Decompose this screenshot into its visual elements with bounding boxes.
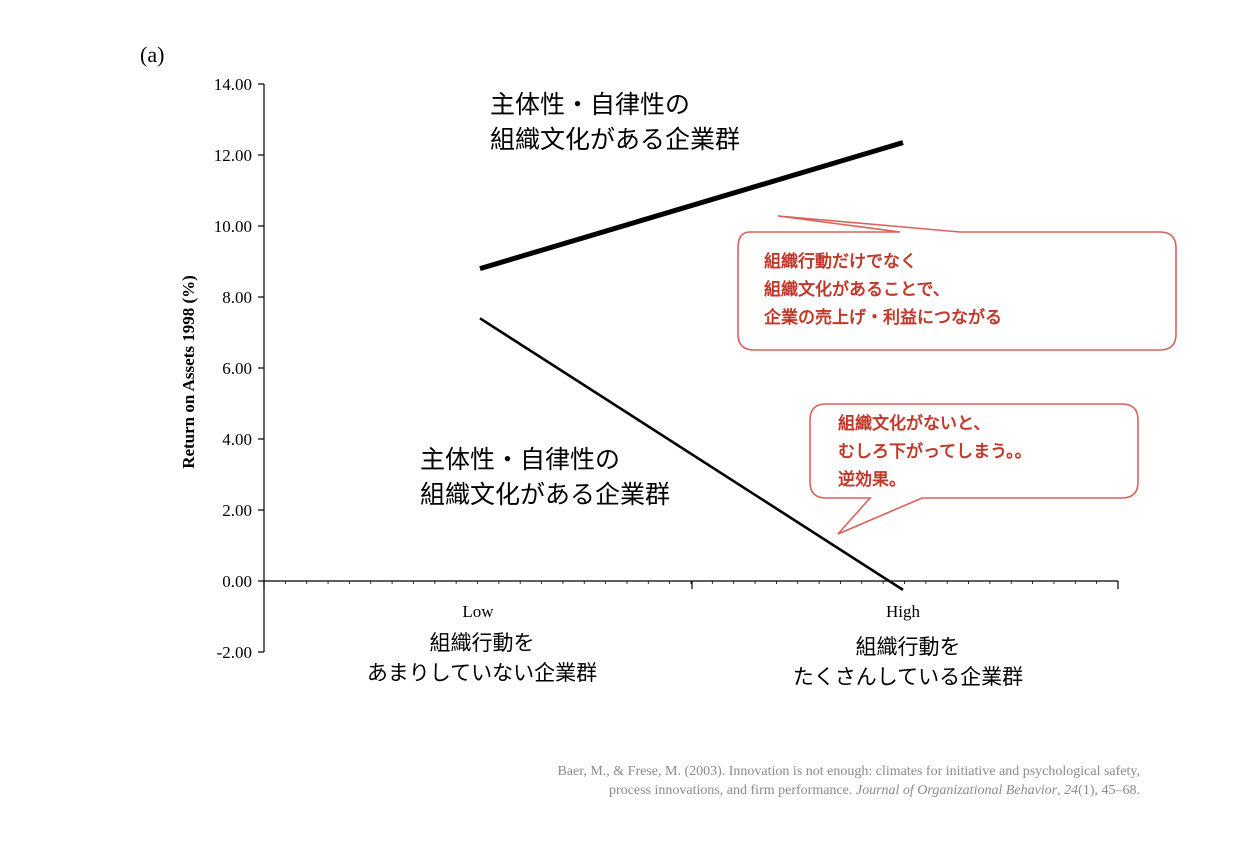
series-label-upper-line1: 主体性・自律性の	[490, 90, 690, 119]
category-label-low: Low	[462, 602, 494, 621]
series-line-lower	[479, 317, 904, 591]
series-lines	[479, 140, 904, 591]
series-label-upper-line2: 組織文化がある企業群	[490, 125, 740, 154]
x-axis	[263, 580, 1119, 589]
citation-volume: 24	[1064, 783, 1079, 798]
callout-text-2: 組織文化がないと、 むしろ下がってしまう。。 逆効果。	[838, 410, 1032, 494]
y-tick-label: 8.00	[222, 288, 252, 307]
category-sublabel-high-line1: 組織行動を	[856, 635, 961, 659]
y-tick-label: -2.00	[217, 643, 252, 662]
category-sublabel-low-line2: あまりしていない企業群	[367, 661, 597, 685]
callout-text-1: 組織行動だけでなく 組織文化があることで、 企業の売上げ・利益につながる	[764, 248, 1002, 332]
citation-pages: (1), 45–68.	[1078, 783, 1140, 798]
callout-1-line: 組織行動だけでなく	[764, 252, 917, 272]
y-tick-label: 14.00	[214, 75, 252, 94]
series-line-upper	[479, 140, 904, 271]
y-tick-label: 0.00	[222, 572, 252, 591]
citation-separator: ,	[1057, 783, 1065, 798]
series-label-lower-line1: 主体性・自律性の	[420, 445, 620, 474]
citation-text: process innovations, and firm performanc…	[608, 783, 856, 798]
callout-bubble-1	[737, 215, 1177, 351]
callout-2-line: 組織文化がないと、	[838, 414, 991, 434]
y-tick-label: 4.00	[222, 430, 252, 449]
citation: Baer, M., & Frese, M. (2003). Innovation…	[240, 762, 1140, 800]
y-tick-label: 2.00	[222, 501, 252, 520]
y-tick-label: 6.00	[222, 359, 252, 378]
series-label-lower-line2: 組織文化がある企業群	[420, 480, 670, 509]
category-sublabel-high-line2: たくさんしている企業群	[793, 665, 1023, 689]
y-tick-label: 12.00	[214, 146, 252, 165]
citation-line-2: process innovations, and firm performanc…	[240, 781, 1140, 800]
citation-line-1: Baer, M., & Frese, M. (2003). Innovation…	[557, 764, 1140, 779]
category-sublabel-low-line1: 組織行動を	[430, 631, 535, 655]
callout-2-line: 逆効果。	[838, 470, 906, 490]
citation-journal: Journal of Organizational Behavior	[855, 783, 1058, 798]
callout-1-line: 企業の売上げ・利益につながる	[764, 308, 1002, 328]
category-label-high: High	[886, 602, 921, 621]
callout-bubble-2	[809, 403, 1139, 535]
callout-2-line: むしろ下がってしまう。。	[838, 442, 1032, 462]
y-axis: 14.00 12.00 10.00 8.00 6.00 4.00 2.00 0.00 -2.00	[214, 75, 265, 662]
y-axis-title: Return on Assets 1998 (%)	[179, 275, 198, 469]
callout-1-line: 組織文化があることで、	[764, 280, 950, 300]
panel-label: (a)	[140, 42, 164, 67]
y-tick-label: 10.00	[214, 217, 252, 236]
